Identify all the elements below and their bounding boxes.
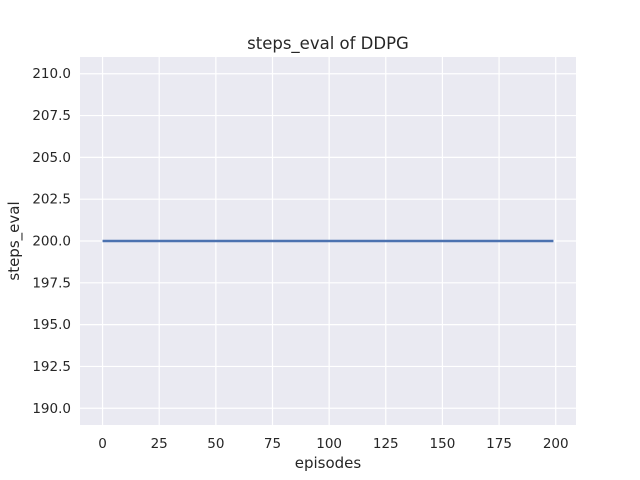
x-tick-label: 200 (543, 436, 569, 452)
x-tick-label: 175 (486, 436, 512, 452)
y-tick-label: 197.5 (32, 275, 71, 291)
y-tick-label: 195.0 (32, 317, 71, 333)
x-tick-label: 25 (151, 436, 168, 452)
x-tick-label: 125 (373, 436, 399, 452)
x-tick-label: 150 (430, 436, 456, 452)
y-tick-label: 190.0 (32, 401, 71, 417)
y-tick-label: 207.5 (32, 108, 71, 124)
y-tick-label: 200.0 (32, 234, 71, 250)
x-tick-label: 100 (316, 436, 342, 452)
x-tick-label: 50 (207, 436, 224, 452)
y-tick-label: 202.5 (32, 192, 71, 208)
y-tick-label: 205.0 (32, 150, 71, 166)
x-axis-label: episodes (294, 454, 362, 472)
x-tick-label: 0 (98, 436, 107, 452)
y-tick-label: 210.0 (32, 66, 71, 82)
chart-title: steps_eval of DDPG (247, 34, 409, 53)
x-tick-label: 75 (264, 436, 281, 452)
y-tick-label: 192.5 (32, 359, 71, 375)
